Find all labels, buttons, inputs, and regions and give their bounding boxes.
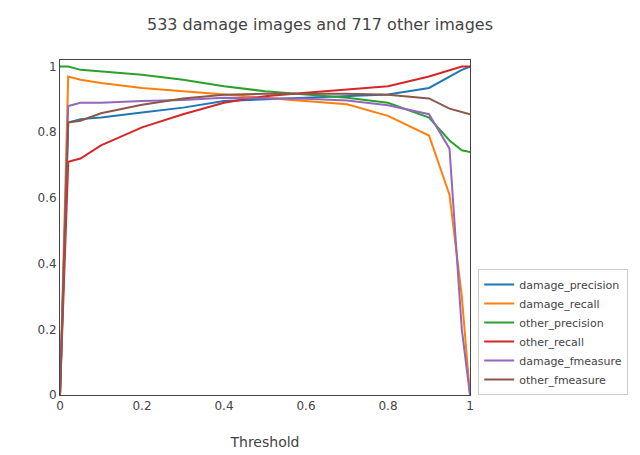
svg-text:0.8: 0.8 bbox=[378, 399, 397, 413]
svg-text:damage_precision: damage_precision bbox=[519, 279, 619, 292]
svg-text:0.2: 0.2 bbox=[38, 323, 57, 337]
svg-text:other_recall: other_recall bbox=[519, 336, 584, 349]
svg-text:0.4: 0.4 bbox=[38, 257, 57, 271]
svg-text:0: 0 bbox=[56, 399, 64, 413]
svg-text:0.2: 0.2 bbox=[132, 399, 151, 413]
svg-text:damage_fmeasure: damage_fmeasure bbox=[519, 355, 622, 368]
svg-text:Threshold: Threshold bbox=[230, 434, 300, 450]
svg-text:1: 1 bbox=[466, 399, 474, 413]
svg-text:other_precision: other_precision bbox=[519, 317, 603, 330]
svg-text:533 damage images and 717 othe: 533 damage images and 717 other images bbox=[147, 15, 493, 34]
svg-text:damage_recall: damage_recall bbox=[519, 298, 599, 311]
svg-text:other_fmeasure: other_fmeasure bbox=[519, 374, 606, 387]
svg-text:1: 1 bbox=[49, 60, 57, 74]
svg-text:0.6: 0.6 bbox=[296, 399, 315, 413]
svg-text:0.4: 0.4 bbox=[214, 399, 233, 413]
svg-text:0: 0 bbox=[49, 388, 57, 402]
svg-text:0.8: 0.8 bbox=[38, 125, 57, 139]
svg-text:0.6: 0.6 bbox=[38, 191, 57, 205]
